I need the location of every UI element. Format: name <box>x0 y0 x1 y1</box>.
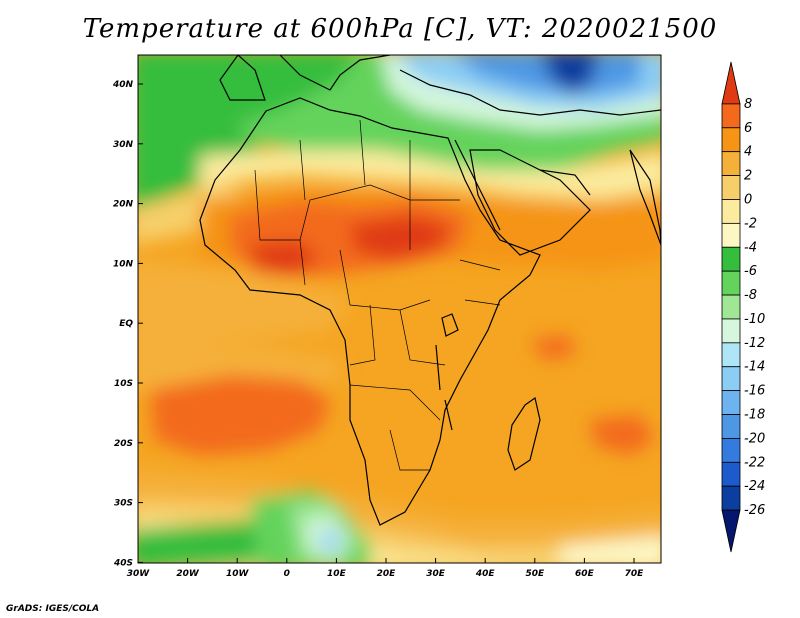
lat-tick-label: 10N <box>113 259 134 269</box>
colorbar-label: -10 <box>744 312 765 327</box>
lat-tick-label: 40N <box>112 80 134 90</box>
colorbar-segment <box>721 509 741 553</box>
colorbar-segment <box>721 127 741 153</box>
colorbar-segment <box>721 390 741 415</box>
lon-tick-label: 30W <box>127 569 151 579</box>
lat-tick-label: 20S <box>114 439 133 449</box>
colorbar-label: -12 <box>744 336 765 351</box>
colorbar-label: -2 <box>744 216 757 231</box>
lon-tick-label: 0 <box>284 569 290 579</box>
colorbar-segment <box>721 366 741 392</box>
colorbar-segment <box>721 318 741 344</box>
colorbar-segment <box>721 246 741 272</box>
lat-tick-label: 20N <box>113 200 134 210</box>
lon-tick-label: 60E <box>575 569 595 579</box>
latitude-axis: 40N 30N 20N 10N EQ 10S 20S 30S 40S <box>112 80 143 568</box>
lon-tick-label: 20W <box>176 569 200 579</box>
lon-tick-label: 10E <box>327 569 347 579</box>
colorbar-segment <box>721 342 741 368</box>
colorbar-label: -26 <box>744 503 765 518</box>
colorbar-label: -18 <box>744 408 765 423</box>
colorbar-segment <box>721 270 741 296</box>
colorbar-label: -24 <box>744 479 765 494</box>
colorbar-segment <box>721 294 741 320</box>
colorbar-segment <box>721 414 741 439</box>
colorbar-label: 4 <box>744 145 752 160</box>
colorbar-label: -20 <box>744 431 765 446</box>
temperature-field <box>138 55 661 563</box>
colorbar-segment <box>721 222 741 248</box>
lat-tick-label: 40S <box>113 558 133 568</box>
map-title: Temperature at 600hPa [C], VT: 202002150… <box>82 14 718 44</box>
lat-tick-label: 30N <box>113 140 134 150</box>
credit-text: GrADS: IGES/COLA <box>6 604 100 614</box>
colorbar-label: -6 <box>744 264 757 279</box>
colorbar: 8 6 4 2 0 -2 -4 -6 -8 -10 -12 -14 -16 -18 -20 -22 -24 -26 <box>721 61 765 553</box>
colorbar-segment <box>721 175 741 200</box>
colorbar-segment <box>721 199 741 224</box>
colorbar-label: -14 <box>744 360 765 375</box>
colorbar-segment <box>721 485 741 511</box>
colorbar-segment <box>721 61 741 105</box>
lat-tick-label: 10S <box>114 379 133 389</box>
lon-tick-label: 50E <box>525 569 545 579</box>
lon-tick-label: 20E <box>377 569 397 579</box>
colorbar-segment <box>721 151 741 176</box>
colorbar-label: 6 <box>744 121 752 136</box>
lat-tick-label: 30S <box>114 499 133 509</box>
colorbar-label: -4 <box>744 240 757 255</box>
longitude-axis: 30W 20W 10W 0 10E 20E 30E 40E 50E 60E 70E <box>127 558 644 579</box>
colorbar-segment <box>721 438 741 463</box>
lon-tick-label: 30E <box>426 569 446 579</box>
coastlines <box>199 55 661 526</box>
lon-tick-label: 10W <box>226 569 250 579</box>
lat-tick-label: EQ <box>119 319 133 329</box>
colorbar-label: 8 <box>744 97 752 112</box>
colorbar-label: -22 <box>744 455 765 470</box>
lon-tick-label: 70E <box>625 569 645 579</box>
colorbar-segment <box>721 461 741 487</box>
colorbar-label: -8 <box>744 288 757 303</box>
country-borders <box>254 119 501 471</box>
lon-tick-label: 40E <box>475 569 496 579</box>
colorbar-label: -16 <box>744 384 765 399</box>
colorbar-label: 0 <box>744 192 752 207</box>
colorbar-label: 2 <box>744 169 752 184</box>
colorbar-segment <box>721 103 741 129</box>
plot-frame <box>137 54 662 564</box>
